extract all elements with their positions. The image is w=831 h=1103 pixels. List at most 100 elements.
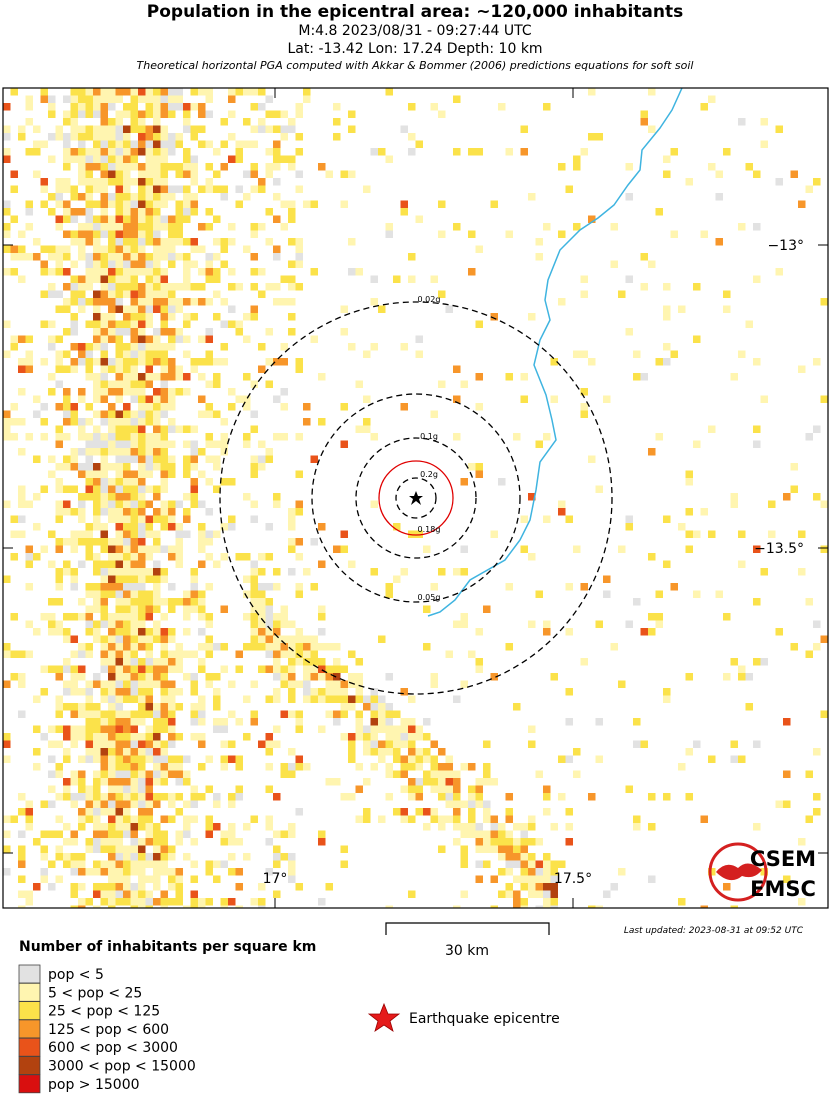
population-cell bbox=[310, 635, 318, 643]
population-cell bbox=[633, 598, 641, 606]
population-cell bbox=[798, 898, 806, 906]
population-cell bbox=[168, 373, 176, 381]
population-cell bbox=[123, 253, 131, 261]
population-cell bbox=[138, 320, 146, 328]
population-cell bbox=[25, 500, 33, 508]
population-cell bbox=[280, 433, 288, 441]
population-cell bbox=[153, 245, 161, 253]
population-cell bbox=[70, 508, 78, 516]
population-cell bbox=[700, 103, 708, 111]
population-cell bbox=[100, 643, 108, 651]
population-cell bbox=[183, 215, 191, 223]
population-cell bbox=[303, 695, 311, 703]
population-cell bbox=[138, 868, 146, 876]
population-cell bbox=[273, 830, 281, 838]
population-cell bbox=[288, 673, 296, 681]
population-cell bbox=[108, 830, 116, 838]
population-cell bbox=[70, 673, 78, 681]
population-cell bbox=[115, 613, 123, 621]
population-cell bbox=[123, 440, 131, 448]
population-cell bbox=[48, 740, 56, 748]
population-cell bbox=[108, 815, 116, 823]
population-cell bbox=[460, 823, 468, 831]
population-cell bbox=[258, 455, 266, 463]
population-cell bbox=[220, 605, 228, 613]
population-cell bbox=[145, 208, 153, 216]
population-cell bbox=[198, 898, 206, 906]
population-cell bbox=[25, 650, 33, 658]
population-cell bbox=[640, 740, 648, 748]
population-cell bbox=[745, 673, 753, 681]
population-cell bbox=[85, 283, 93, 291]
population-cell bbox=[55, 478, 63, 486]
population-cell bbox=[535, 238, 543, 246]
population-cell bbox=[145, 290, 153, 298]
population-cell bbox=[453, 148, 461, 156]
population-cell bbox=[415, 350, 423, 358]
population-cell bbox=[573, 155, 581, 163]
population-cell bbox=[70, 838, 78, 846]
population-cell bbox=[445, 800, 453, 808]
population-cell bbox=[228, 710, 236, 718]
population-cell bbox=[153, 335, 161, 343]
population-cell bbox=[63, 200, 71, 208]
population-cell bbox=[85, 343, 93, 351]
population-cell bbox=[798, 568, 806, 576]
population-cell bbox=[333, 665, 341, 673]
population-cell bbox=[160, 200, 168, 208]
population-cell bbox=[168, 440, 176, 448]
population-cell bbox=[205, 830, 213, 838]
population-cell bbox=[175, 95, 183, 103]
population-cell bbox=[130, 718, 138, 726]
population-cell bbox=[370, 718, 378, 726]
population-cell bbox=[145, 590, 153, 598]
population-cell bbox=[438, 763, 446, 771]
population-cell bbox=[123, 163, 131, 171]
population-cell bbox=[138, 133, 146, 141]
population-cell bbox=[25, 223, 33, 231]
population-cell bbox=[138, 845, 146, 853]
lon-label: 17° bbox=[263, 871, 288, 887]
population-cell bbox=[213, 358, 221, 366]
population-cell bbox=[183, 853, 191, 861]
population-cell bbox=[115, 598, 123, 606]
population-cell bbox=[153, 538, 161, 546]
population-cell bbox=[153, 860, 161, 868]
population-cell bbox=[265, 748, 273, 756]
population-cell bbox=[258, 568, 266, 576]
population-cell bbox=[130, 545, 138, 553]
population-cell bbox=[250, 140, 258, 148]
population-cell bbox=[85, 478, 93, 486]
population-cell bbox=[355, 425, 363, 433]
population-cell bbox=[115, 155, 123, 163]
population-cell bbox=[415, 763, 423, 771]
population-cell bbox=[490, 530, 498, 538]
population-cell bbox=[220, 433, 228, 441]
population-cell bbox=[528, 883, 536, 891]
population-cell bbox=[93, 598, 101, 606]
population-cell bbox=[145, 178, 153, 186]
population-cell bbox=[78, 598, 86, 606]
population-cell bbox=[145, 305, 153, 313]
population-cell bbox=[145, 253, 153, 261]
population-cell bbox=[40, 268, 48, 276]
population-cell bbox=[108, 140, 116, 148]
population-cell bbox=[460, 545, 468, 553]
population-cell bbox=[198, 103, 206, 111]
population-cell bbox=[168, 740, 176, 748]
population-cell bbox=[183, 253, 191, 261]
population-cell bbox=[93, 238, 101, 246]
population-cell bbox=[70, 208, 78, 216]
population-cell bbox=[220, 718, 228, 726]
population-cell bbox=[63, 178, 71, 186]
population-cell bbox=[820, 710, 828, 718]
population-cell bbox=[258, 905, 266, 908]
population-cell bbox=[153, 148, 161, 156]
population-cell bbox=[115, 88, 123, 96]
population-cell bbox=[160, 680, 168, 688]
population-cell bbox=[48, 155, 56, 163]
population-cell bbox=[160, 508, 168, 516]
population-cell bbox=[295, 110, 303, 118]
population-cell bbox=[48, 253, 56, 261]
population-cell bbox=[813, 748, 821, 756]
